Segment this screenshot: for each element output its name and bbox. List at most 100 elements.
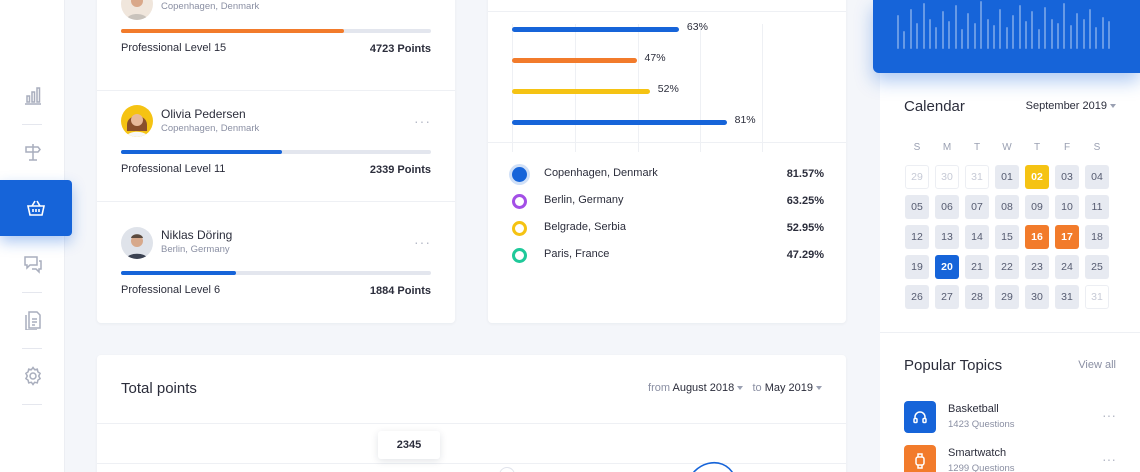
calendar-day[interactable]: 28 [965, 285, 989, 309]
avatar [121, 227, 153, 259]
wave-bar [980, 1, 983, 49]
nav-shop[interactable] [0, 180, 72, 236]
wave-bar [1069, 25, 1072, 49]
wave-bar [1089, 9, 1091, 49]
calendar-day[interactable]: 10 [1055, 195, 1079, 219]
calendar-day[interactable]: 12 [905, 225, 929, 249]
calendar-day[interactable]: 18 [1085, 225, 1109, 249]
calendar-day[interactable]: 23 [1025, 255, 1049, 279]
wave-bar [935, 27, 938, 49]
nav-messages[interactable] [0, 236, 65, 292]
calendar-day[interactable]: 19 [905, 255, 929, 279]
calendar-day[interactable]: 21 [965, 255, 989, 279]
calendar-day[interactable]: 30 [935, 165, 959, 189]
total-points-title: Total points [121, 380, 197, 397]
legend-dot [512, 194, 527, 209]
wave-bar [1057, 23, 1059, 49]
nav-documents[interactable] [0, 292, 65, 348]
user-location: Copenhagen, Denmark [161, 1, 260, 12]
calendar-day[interactable]: 31 [1085, 285, 1109, 309]
nav-separator [22, 404, 42, 405]
wave-bar [1082, 19, 1085, 49]
wave-bar [1108, 21, 1111, 49]
calendar-day[interactable]: 09 [1025, 195, 1049, 219]
more-options-icon[interactable]: ··· [1102, 451, 1116, 467]
calendar-day[interactable]: 31 [965, 165, 989, 189]
wave-bar [1063, 3, 1066, 49]
wave-bar [1025, 21, 1027, 49]
wave-bar [954, 5, 957, 49]
gridline [575, 24, 576, 152]
section-divider [880, 332, 1140, 333]
calendar-day-today[interactable]: 20 [935, 255, 959, 279]
weekday-label: T [1033, 142, 1041, 153]
calendar-day[interactable]: 30 [1025, 285, 1049, 309]
gridline [700, 24, 701, 152]
calendar-day[interactable]: 11 [1085, 195, 1109, 219]
topic-item[interactable]: Basketball 1423 Questions ··· [904, 401, 1116, 433]
nav-directions[interactable] [0, 124, 65, 180]
view-all-link[interactable]: View all [1078, 359, 1116, 371]
city-stats-card: 63% 47% 52% 81% Copenhagen, Denmark 81.57% … [488, 0, 846, 323]
nav-analytics[interactable] [0, 68, 65, 124]
month-select[interactable]: September 2019 [1026, 100, 1116, 112]
bar-chart: 63% 47% 52% 81% [488, 12, 846, 152]
calendar-day[interactable]: 04 [1085, 165, 1109, 189]
more-options-icon[interactable]: ··· [1102, 407, 1116, 423]
wave-bar [1101, 17, 1104, 49]
signpost-icon [24, 144, 41, 161]
user-points: 4723 Points [369, 43, 431, 55]
user-row[interactable]: Copenhagen, Denmark ··· Professional Lev… [97, 0, 455, 91]
wave-bar [1076, 13, 1079, 49]
calendar-day[interactable]: 14 [965, 225, 989, 249]
wave-bar [922, 3, 925, 49]
from-date-select[interactable]: August 2018 [672, 382, 744, 394]
to-date-select[interactable]: May 2019 [765, 382, 822, 394]
topic-item[interactable]: Smartwatch 1299 Questions ··· [904, 445, 1116, 472]
wave-bar [1005, 27, 1008, 49]
topic-name: Smartwatch [948, 447, 1007, 459]
calendar-day[interactable]: 03 [1055, 165, 1079, 189]
more-options-icon[interactable]: ··· [414, 0, 431, 6]
more-options-icon[interactable]: ··· [414, 234, 431, 250]
calendar-day[interactable]: 06 [935, 195, 959, 219]
calendar-day[interactable]: 24 [1055, 255, 1079, 279]
topic-count: 1423 Questions [948, 419, 1015, 430]
avatar [121, 105, 153, 137]
chart-point-marker[interactable] [499, 467, 515, 472]
right-panel: Calendar September 2019 S M T W T F S 29 30 31 01 0… [880, 0, 1140, 472]
wave-bar [973, 23, 976, 49]
calendar-day[interactable]: 05 [905, 195, 929, 219]
calendar-day[interactable]: 02 [1025, 165, 1049, 189]
calendar-day[interactable]: 01 [995, 165, 1019, 189]
nav-settings[interactable] [0, 348, 65, 404]
calendar-day[interactable]: 31 [1055, 285, 1079, 309]
progress-track [121, 29, 431, 33]
calendar-day[interactable]: 25 [1085, 255, 1109, 279]
user-row[interactable]: Olivia Pedersen Copenhagen, Denmark ··· … [97, 81, 455, 202]
calendar-day[interactable]: 15 [995, 225, 1019, 249]
calendar-day[interactable]: 13 [935, 225, 959, 249]
chevron-down-icon [1110, 104, 1116, 109]
legend-label: Belgrade, Serbia [544, 221, 626, 233]
legend-value: 63.25% [786, 195, 824, 207]
legend-label: Copenhagen, Denmark [544, 167, 658, 179]
calendar-day[interactable]: 22 [995, 255, 1019, 279]
calendar-day[interactable]: 26 [905, 285, 929, 309]
user-location: Copenhagen, Denmark [161, 123, 260, 134]
wave-bar [916, 23, 919, 49]
calendar-day[interactable]: 16 [1025, 225, 1049, 249]
calendar-day[interactable]: 29 [905, 165, 929, 189]
progress-track [121, 150, 431, 154]
calendar-day[interactable]: 17 [1055, 225, 1079, 249]
headphones-icon [913, 411, 927, 424]
calendar-day[interactable]: 08 [995, 195, 1019, 219]
calendar-day[interactable]: 07 [965, 195, 989, 219]
calendar-day[interactable]: 29 [995, 285, 1019, 309]
calendar-day[interactable]: 27 [935, 285, 959, 309]
wave-bar [967, 13, 970, 49]
legend-dot [512, 167, 527, 182]
more-options-icon[interactable]: ··· [414, 113, 431, 129]
topic-count: 1299 Questions [948, 463, 1015, 472]
user-row[interactable]: Niklas Döring Berlin, Germany ··· Profes… [97, 202, 455, 323]
